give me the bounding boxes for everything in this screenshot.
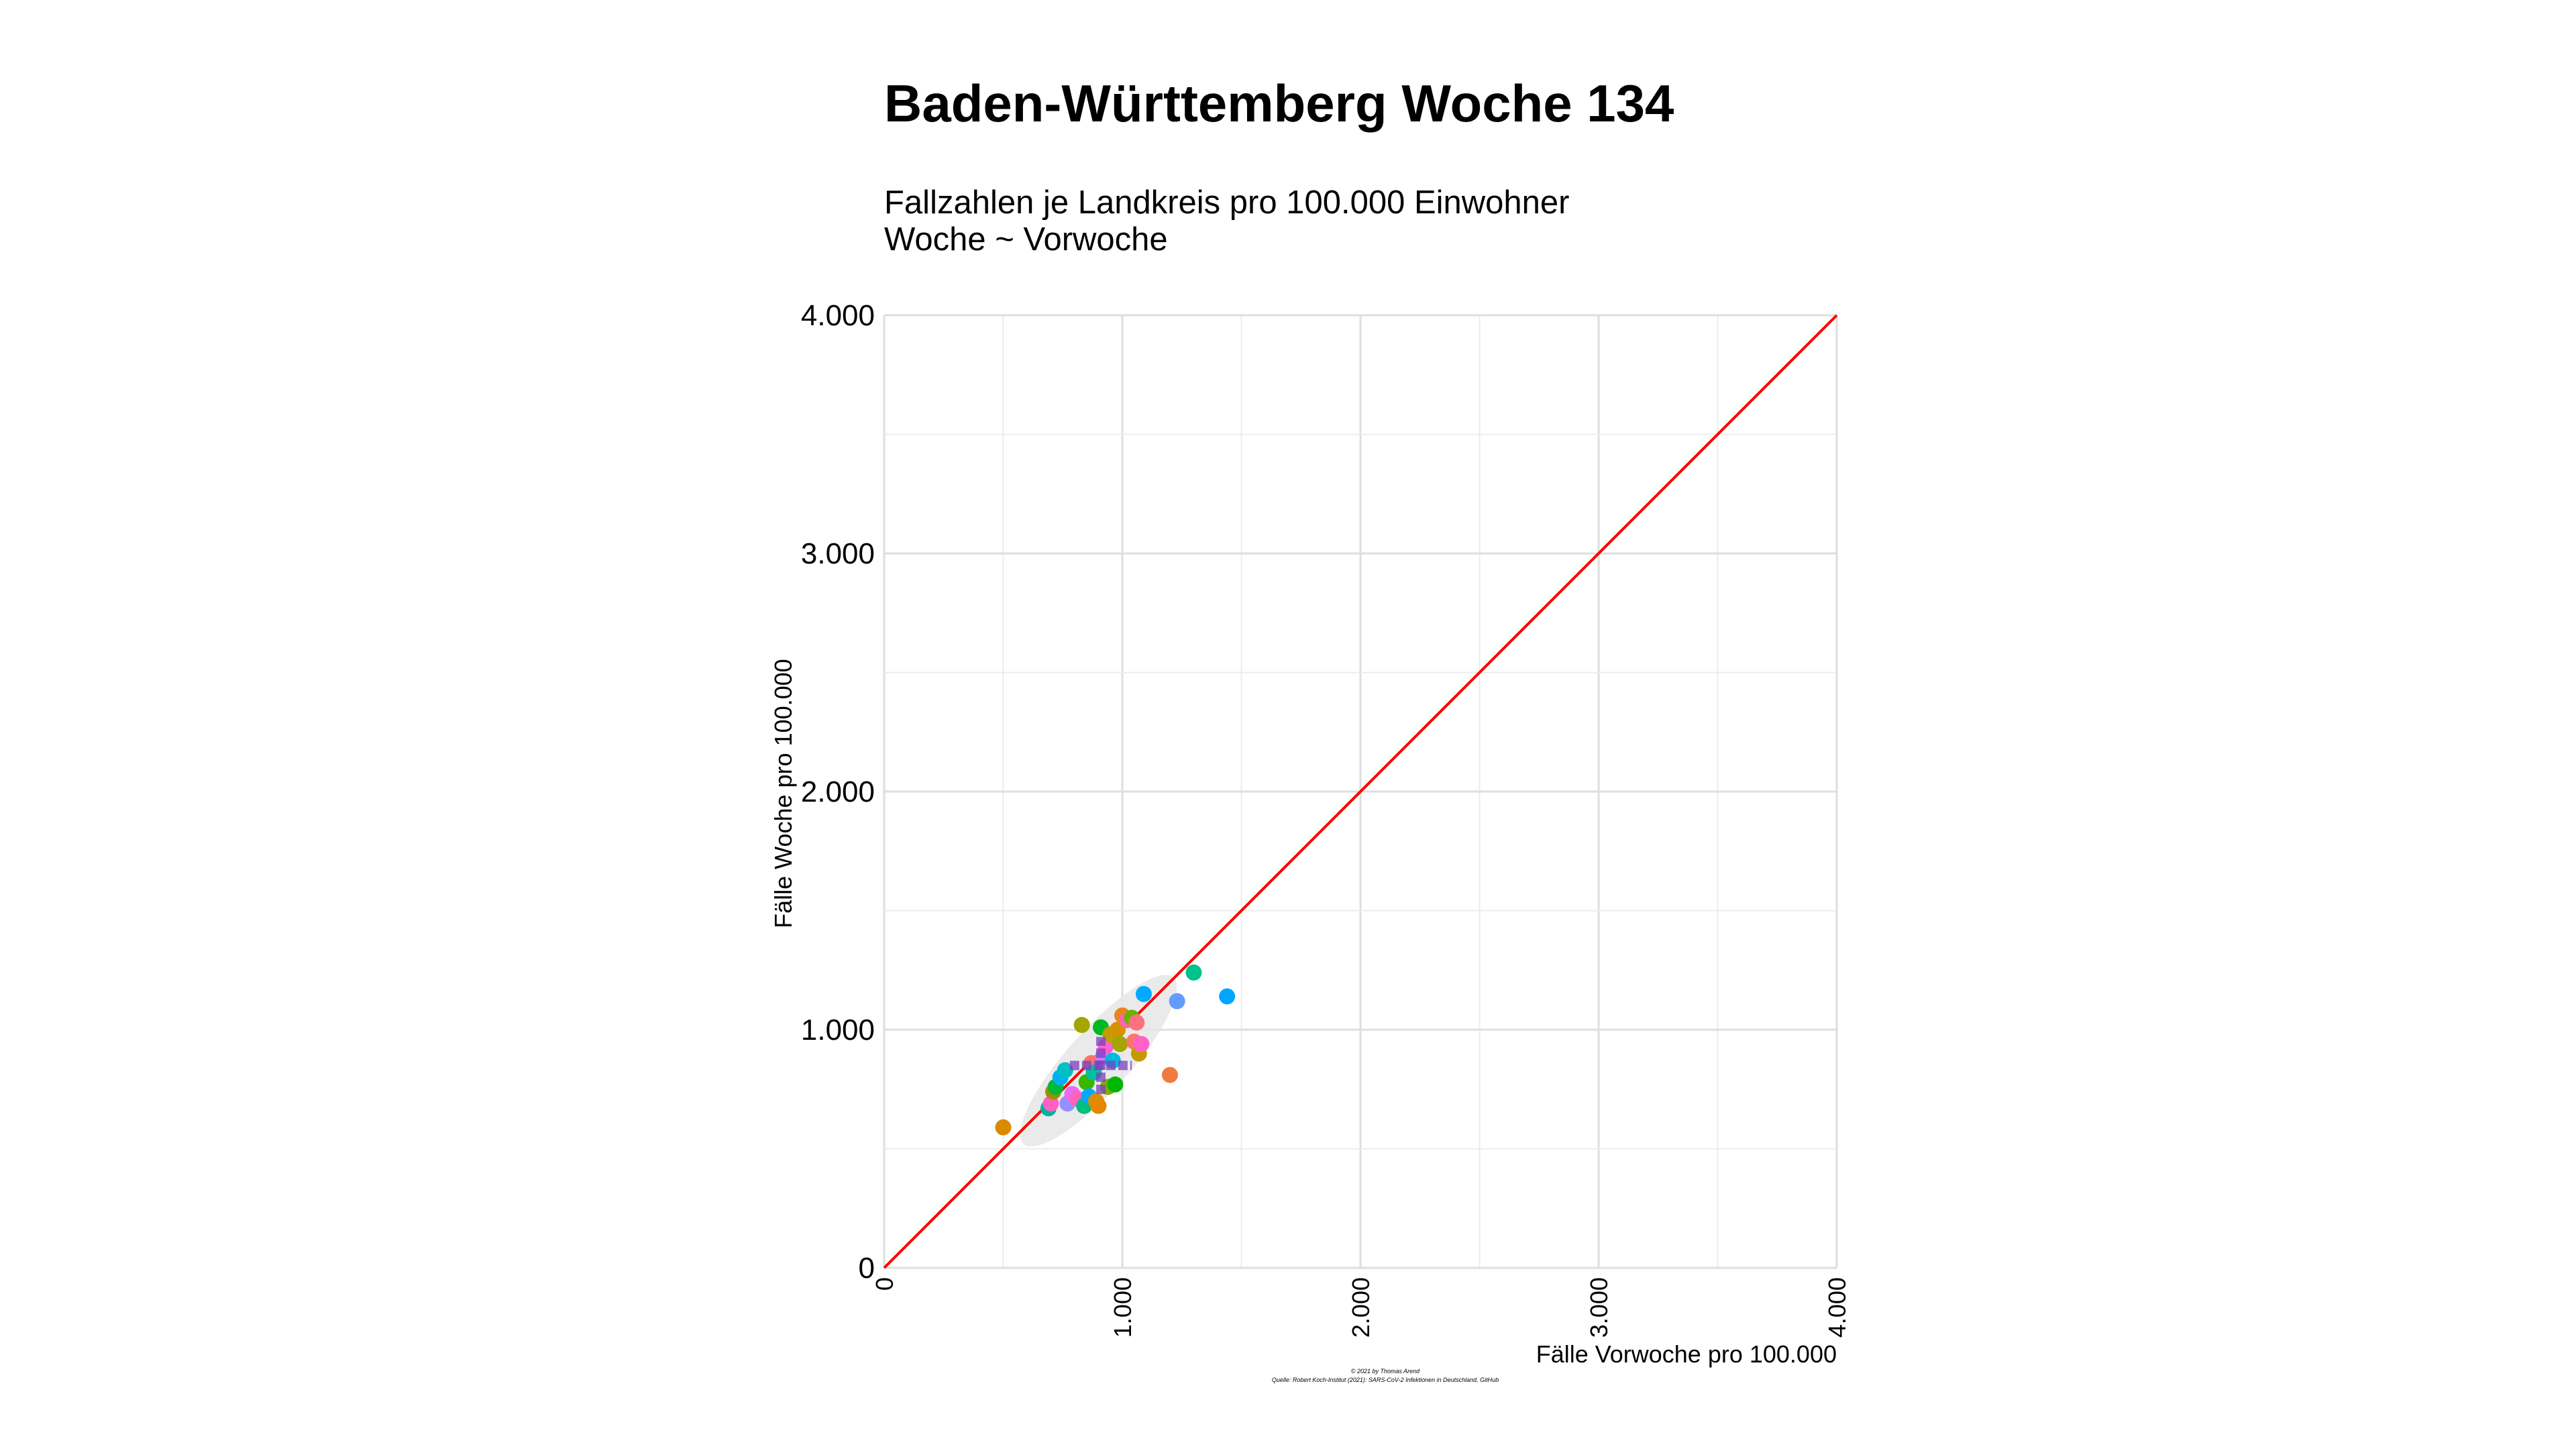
data-point	[1219, 988, 1236, 1005]
data-point	[1042, 1095, 1059, 1112]
data-point	[1128, 1014, 1145, 1031]
data-points	[995, 964, 1236, 1136]
data-point	[1073, 1016, 1090, 1033]
y-tick-labels: 0 1.000 2.000 3.000 4.000	[801, 299, 875, 1285]
data-point	[1107, 1076, 1124, 1093]
y-axis-label: Fälle Woche pro 100.000	[769, 659, 797, 928]
x-tick-labels: 0 1.000 2.000 3.000 4.000	[871, 1277, 1851, 1338]
data-point	[1185, 964, 1202, 981]
y-tick-label: 4.000	[801, 299, 875, 332]
chart-subtitle-line1: Fallzahlen je Landkreis pro 100.000 Einw…	[884, 184, 1570, 221]
x-tick-label: 2.000	[1347, 1277, 1375, 1338]
data-point	[1162, 1067, 1178, 1083]
y-tick-label: 0	[859, 1252, 875, 1285]
y-tick-label: 3.000	[801, 537, 875, 570]
x-tick-label: 0	[871, 1277, 898, 1291]
data-point	[1112, 1036, 1128, 1053]
data-point	[1169, 993, 1185, 1010]
x-tick-label: 1.000	[1109, 1277, 1136, 1338]
data-point	[1133, 1036, 1150, 1053]
x-tick-label: 4.000	[1823, 1277, 1851, 1338]
caption-credit: © 2021 by Thomas Arend	[1351, 1368, 1420, 1375]
chart-subtitle-line2: Woche ~ Vorwoche	[884, 221, 1168, 258]
y-tick-label: 1.000	[801, 1014, 875, 1046]
data-point	[1135, 985, 1152, 1002]
x-tick-label: 3.000	[1585, 1277, 1613, 1338]
data-point	[1090, 1097, 1107, 1114]
caption-source: Quelle: Robert Koch-Institut (2021): SAR…	[1272, 1377, 1499, 1383]
mean-cross-layer	[1069, 1036, 1132, 1094]
data-point	[1057, 1062, 1073, 1079]
data-point	[995, 1119, 1012, 1136]
y-tick-label: 2.000	[801, 775, 875, 808]
x-axis-label: Fälle Vorwoche pro 100.000	[1536, 1340, 1837, 1368]
chart-title: Baden-Württemberg Woche 134	[884, 74, 1674, 133]
